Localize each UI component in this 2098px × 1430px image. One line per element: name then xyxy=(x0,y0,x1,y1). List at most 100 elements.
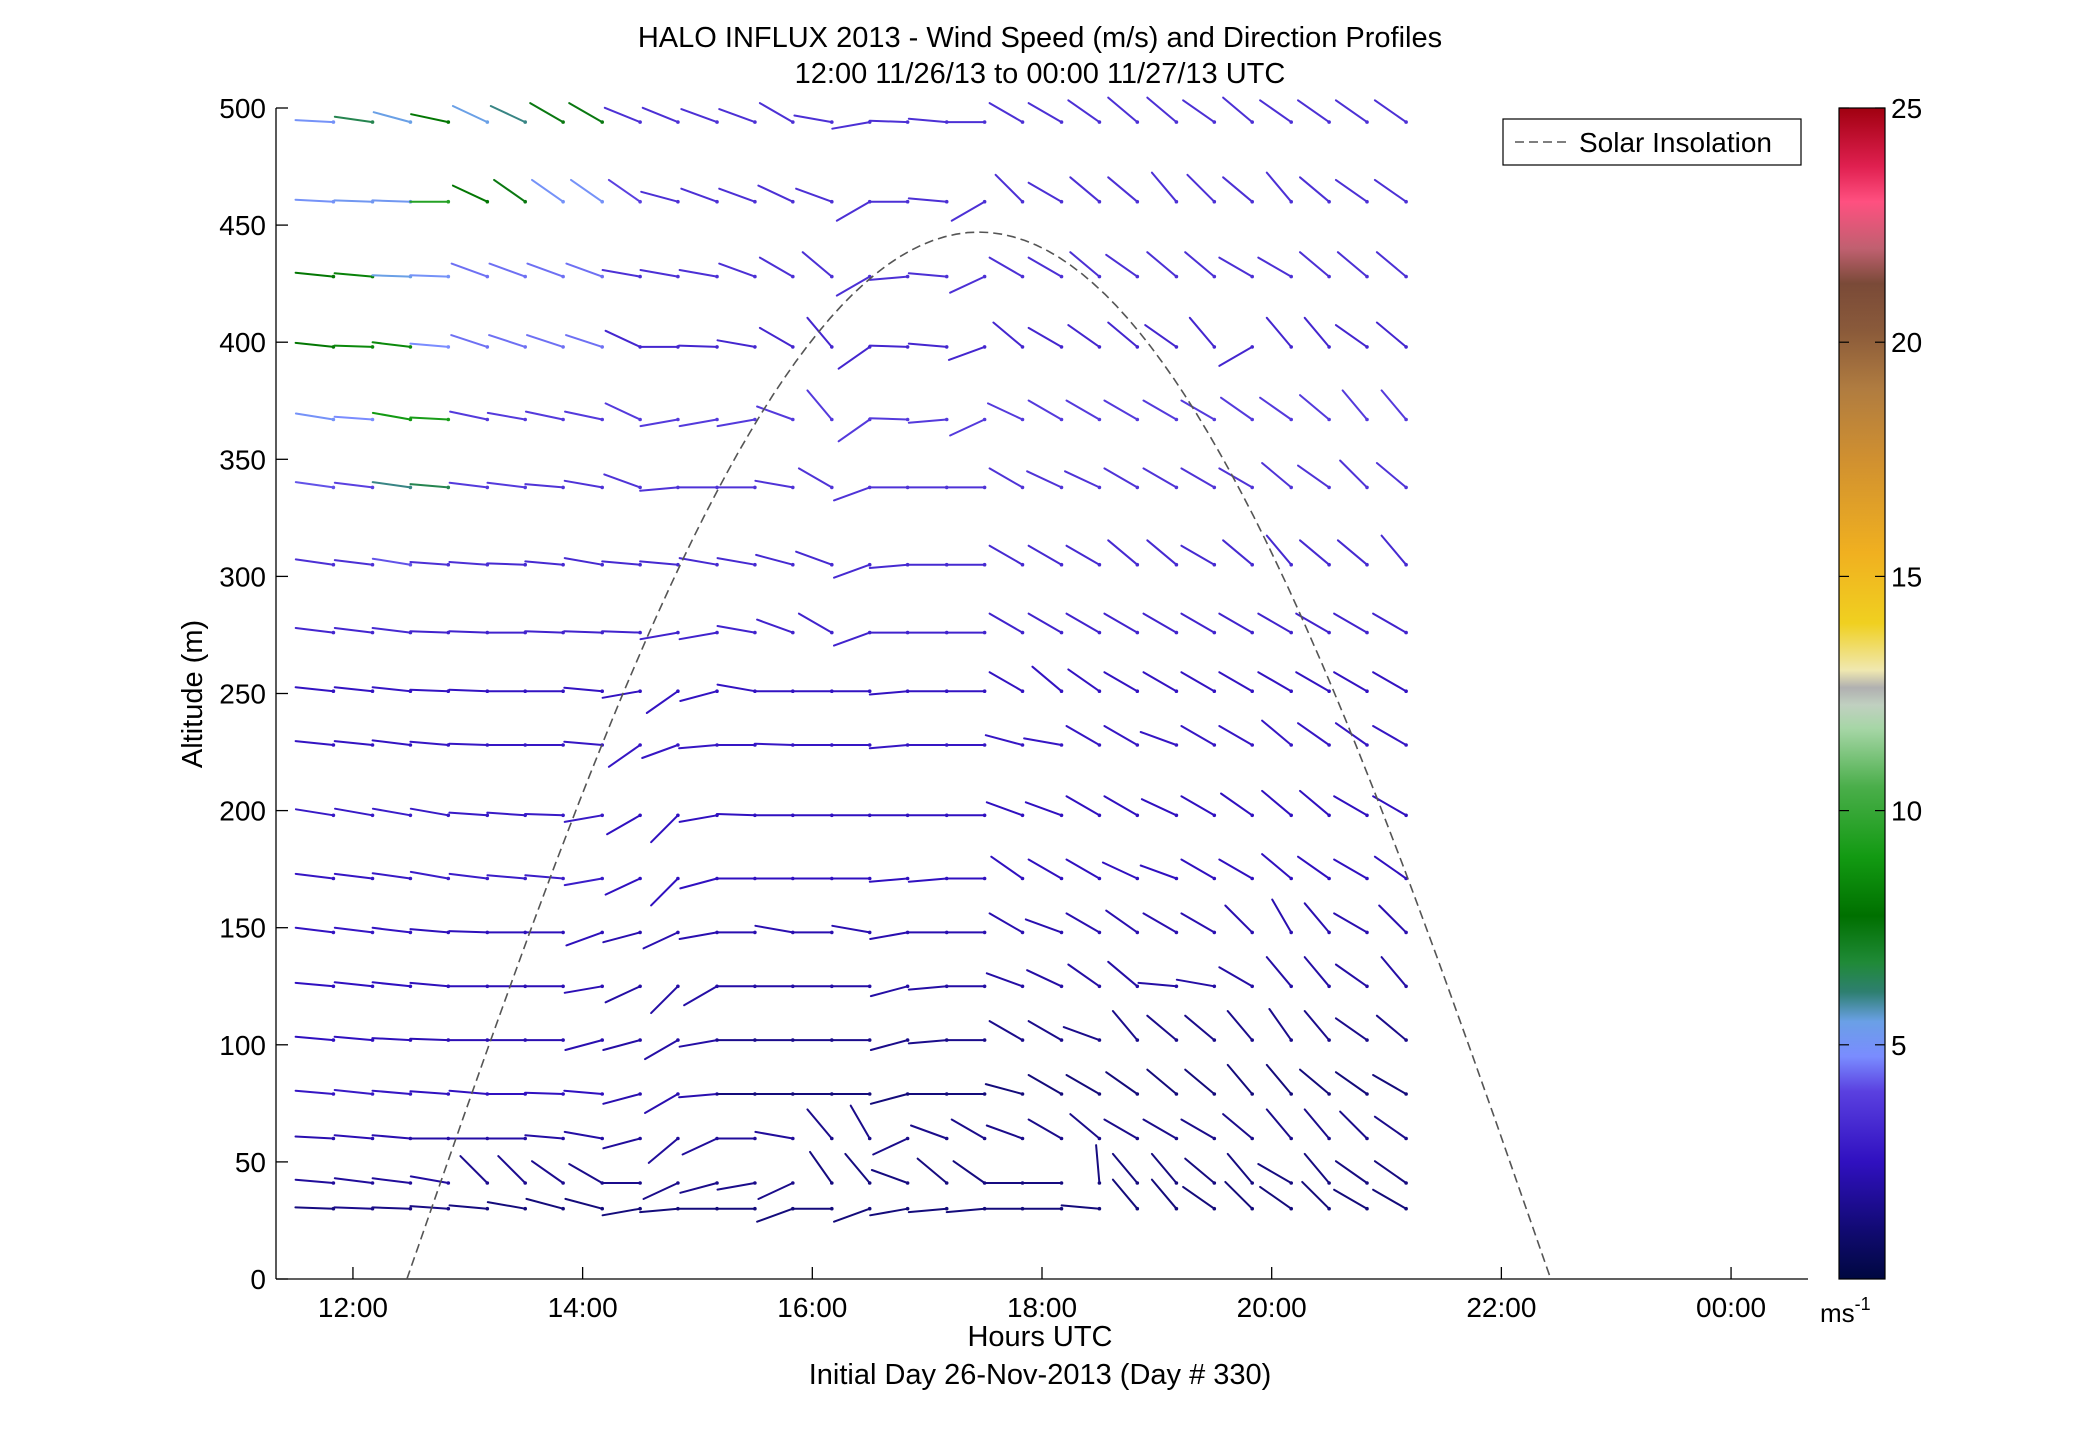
wind-vector-head xyxy=(1135,120,1140,124)
wind-vector-head xyxy=(485,876,490,881)
wind-vector-head xyxy=(982,813,987,818)
wind-vector xyxy=(371,1206,412,1210)
wind-vector xyxy=(1336,251,1368,278)
wind-vector xyxy=(1024,918,1063,934)
wind-vector-head xyxy=(753,562,757,567)
wind-barbs xyxy=(294,96,1408,1223)
wind-vector-head xyxy=(1289,120,1293,124)
wind-vector xyxy=(716,418,756,428)
wind-vector xyxy=(333,872,374,880)
wind-vector-head xyxy=(1059,1092,1064,1096)
wind-vector-head xyxy=(370,689,375,693)
wind-vector xyxy=(797,467,833,489)
wind-vector-head xyxy=(676,1181,680,1185)
wind-vector xyxy=(907,1039,948,1045)
wind-vector-head xyxy=(370,562,375,567)
wind-vector-head xyxy=(791,345,795,349)
wind-vector xyxy=(678,344,718,348)
wind-vector-head xyxy=(753,417,757,422)
wind-vector xyxy=(1142,912,1178,934)
wind-vector-head xyxy=(1327,274,1331,279)
wind-vector xyxy=(988,102,1024,124)
wind-vector xyxy=(831,924,871,934)
wind-vector xyxy=(486,1201,527,1210)
wind-vector-head xyxy=(331,120,336,124)
wind-vector-head xyxy=(1289,689,1293,693)
wind-vector-head xyxy=(1097,345,1102,349)
wind-vector-head xyxy=(1404,1206,1408,1211)
wind-vector xyxy=(1065,1074,1101,1095)
wind-vector-head xyxy=(561,1181,565,1185)
wind-vector xyxy=(1222,539,1254,566)
wind-vector xyxy=(1303,1010,1331,1042)
wind-vector xyxy=(294,558,335,566)
wind-vector-head xyxy=(370,1136,375,1141)
wind-vector xyxy=(1105,1071,1139,1095)
wind-vector xyxy=(1065,795,1101,817)
wind-vector-head xyxy=(1404,743,1408,747)
wind-vector xyxy=(1107,96,1139,124)
wind-vector-head xyxy=(830,120,834,124)
wind-vector-head xyxy=(638,1206,642,1211)
wind-vector-head xyxy=(331,930,336,935)
wind-vector xyxy=(1027,544,1063,566)
wind-vector xyxy=(1375,321,1408,348)
wind-vector xyxy=(868,563,909,569)
wind-vector-head xyxy=(715,1181,719,1185)
wind-vector xyxy=(371,627,412,634)
wind-vector xyxy=(371,557,412,566)
wind-vector-head xyxy=(1059,199,1064,204)
wind-vector xyxy=(1146,1068,1178,1095)
wind-vector-head xyxy=(676,562,680,567)
wind-vector xyxy=(1271,898,1293,934)
wind-vector-head xyxy=(1404,630,1408,635)
wind-vector xyxy=(1375,462,1408,489)
wind-vector-head xyxy=(446,417,451,422)
wind-vector-head xyxy=(1212,120,1217,124)
wind-vector-head xyxy=(982,1136,987,1141)
wind-vector xyxy=(294,872,335,880)
wind-vector xyxy=(1027,1074,1063,1095)
wind-vector xyxy=(372,111,412,124)
wind-vector-head xyxy=(1365,930,1369,935)
wind-vector-head xyxy=(830,345,834,349)
wind-vector xyxy=(333,1089,374,1095)
wind-vector xyxy=(868,275,909,281)
wind-vector-head xyxy=(408,562,413,567)
wind-vector xyxy=(409,630,450,634)
colorbar-gradient xyxy=(1838,107,1886,1280)
wind-vector xyxy=(294,686,335,693)
wind-vector xyxy=(988,1020,1024,1042)
wind-vector xyxy=(333,627,374,634)
wind-vector-head xyxy=(1135,1181,1140,1185)
wind-vector-head xyxy=(408,743,413,747)
wind-vector xyxy=(451,184,489,203)
wind-vector xyxy=(868,417,909,421)
wind-vector-head xyxy=(944,274,949,279)
wind-vector xyxy=(988,671,1024,693)
wind-vector xyxy=(916,1157,948,1184)
wind-vector-head xyxy=(1020,345,1025,349)
wind-vector-head xyxy=(1289,562,1293,567)
wind-vector xyxy=(1334,1017,1368,1042)
wind-vector-head xyxy=(905,199,910,204)
wind-vector xyxy=(294,926,335,934)
wind-vector-head xyxy=(905,345,910,349)
wind-vector xyxy=(988,612,1024,634)
wind-vector-head xyxy=(676,984,680,989)
wind-vector xyxy=(907,272,948,278)
wind-vector-head xyxy=(1174,120,1179,124)
wind-vector-head xyxy=(600,485,604,490)
wind-vector xyxy=(486,874,527,880)
wind-vector-head xyxy=(408,417,413,422)
wind-vector-head xyxy=(561,1038,565,1042)
wind-vector-head xyxy=(1365,345,1369,349)
wind-vector-head xyxy=(1135,630,1140,635)
wind-vector-head xyxy=(523,274,527,279)
wind-vector xyxy=(716,1182,756,1191)
wind-vector xyxy=(1067,324,1101,348)
wind-vector-head xyxy=(1135,1206,1140,1211)
wind-vector-head xyxy=(982,743,987,747)
wind-vector-head xyxy=(408,120,413,124)
wind-vector-head xyxy=(830,630,834,635)
